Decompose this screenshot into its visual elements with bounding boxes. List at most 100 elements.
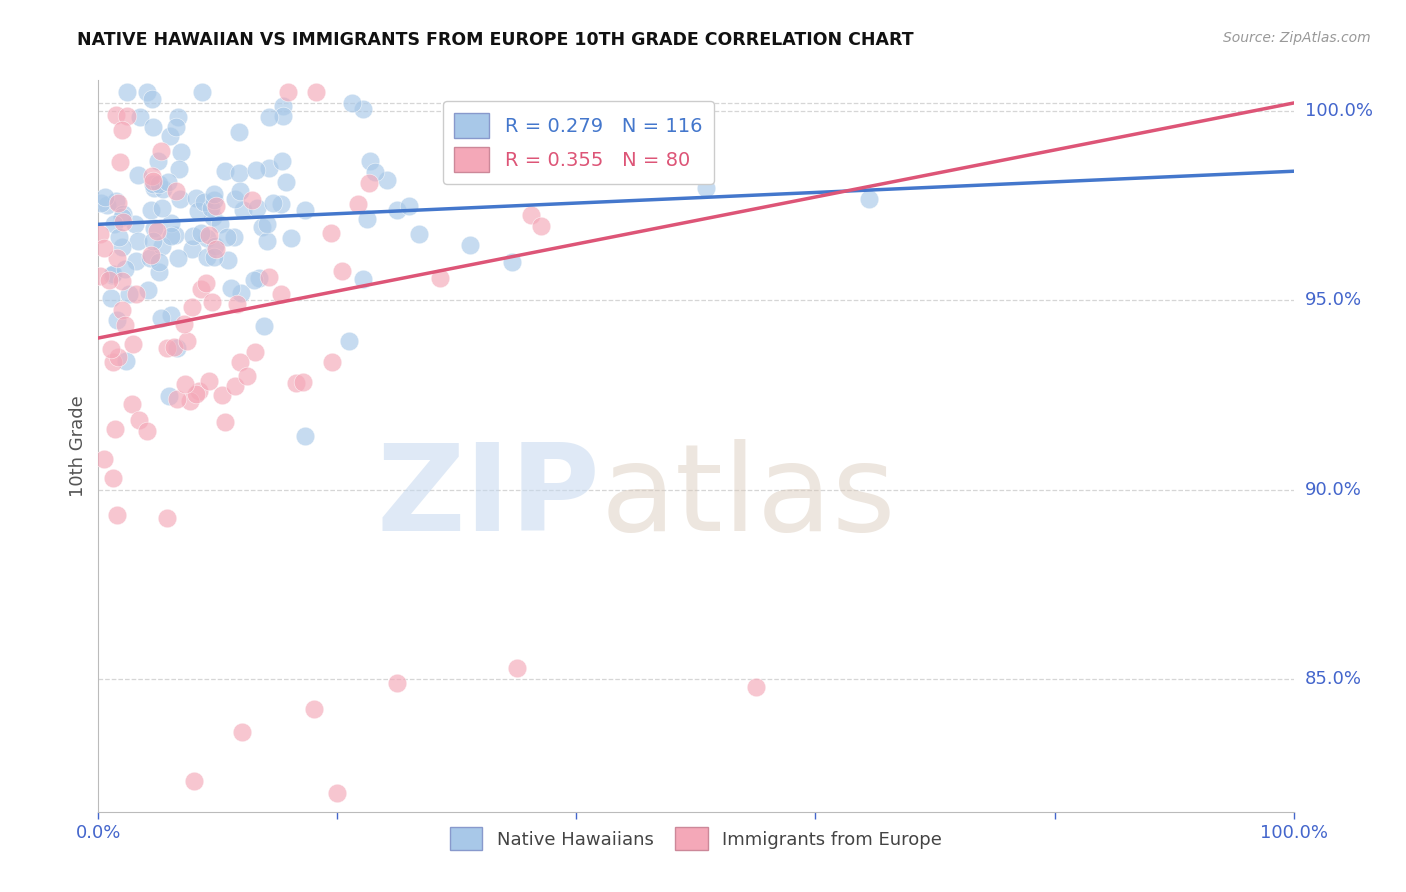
Point [193, 195, 215, 210]
Point [240, 194, 263, 208]
Point [142, 120, 165, 134]
Point [150, 144, 173, 158]
Point [200, 201, 222, 215]
Point [294, 428, 316, 442]
Point [156, 341, 179, 355]
Point [228, 355, 250, 369]
Point [339, 334, 361, 348]
Point [141, 92, 163, 106]
Point [352, 102, 374, 116]
Point [135, 85, 157, 99]
Point [190, 282, 212, 296]
Point [145, 224, 167, 238]
Point [195, 277, 218, 291]
Text: 100.0%: 100.0% [1305, 102, 1372, 120]
Point [150, 311, 173, 326]
Point [112, 207, 135, 221]
Point [107, 230, 129, 244]
Point [101, 268, 124, 283]
Point [214, 416, 236, 430]
Point [118, 287, 141, 301]
Point [148, 177, 170, 191]
Point [224, 379, 246, 393]
Point [219, 281, 242, 295]
Point [232, 202, 254, 217]
Point [115, 109, 138, 123]
Text: 90.0%: 90.0% [1305, 481, 1361, 499]
Point [115, 354, 138, 368]
Point [231, 285, 253, 300]
Point [195, 231, 218, 245]
Point [148, 265, 170, 279]
Text: Source: ZipAtlas.com: Source: ZipAtlas.com [1223, 31, 1371, 45]
Point [127, 234, 149, 248]
Point [90, 196, 112, 211]
Point [184, 386, 207, 401]
Point [183, 774, 205, 789]
Point [385, 202, 408, 217]
Point [198, 228, 221, 243]
Point [346, 197, 368, 211]
Point [173, 317, 195, 331]
Point [157, 175, 180, 189]
Point [321, 355, 343, 369]
Point [111, 123, 134, 137]
Point [179, 393, 201, 408]
Point [127, 168, 149, 182]
Point [111, 239, 134, 253]
Point [458, 238, 481, 252]
Point [256, 234, 278, 248]
Point [263, 195, 285, 210]
Point [139, 248, 162, 262]
Point [190, 85, 212, 99]
Point [202, 210, 225, 224]
Point [190, 226, 212, 240]
Point [217, 253, 239, 268]
Point [167, 161, 190, 176]
Point [167, 110, 190, 124]
Point [294, 202, 316, 217]
Point [429, 270, 451, 285]
Point [302, 702, 325, 716]
Point [257, 110, 280, 124]
Point [169, 192, 191, 206]
Point [105, 251, 128, 265]
Point [501, 255, 523, 269]
Text: 95.0%: 95.0% [1305, 291, 1362, 310]
Point [224, 192, 246, 206]
Point [146, 153, 169, 168]
Point [188, 384, 211, 399]
Point [89, 269, 111, 284]
Point [246, 201, 269, 215]
Point [155, 511, 177, 525]
Point [259, 161, 281, 175]
Point [111, 210, 134, 224]
Point [105, 508, 128, 523]
Point [128, 110, 150, 124]
Text: ZIP: ZIP [377, 439, 600, 556]
Point [201, 294, 224, 309]
Point [184, 191, 207, 205]
Point [141, 169, 163, 183]
Point [271, 109, 294, 123]
Point [181, 301, 204, 315]
Point [135, 424, 157, 438]
Point [305, 85, 328, 99]
Point [654, 163, 676, 178]
Point [252, 219, 274, 234]
Point [121, 337, 143, 351]
Point [195, 250, 218, 264]
Point [205, 199, 228, 213]
Point [150, 201, 173, 215]
Point [245, 163, 267, 178]
Point [104, 107, 127, 121]
Point [176, 334, 198, 348]
Point [159, 129, 181, 144]
Point [111, 302, 134, 317]
Text: NATIVE HAWAIIAN VS IMMIGRANTS FROM EUROPE 10TH GRADE CORRELATION CHART: NATIVE HAWAIIAN VS IMMIGRANTS FROM EUROP… [77, 31, 914, 49]
Point [217, 230, 239, 244]
Point [139, 251, 162, 265]
Point [257, 269, 280, 284]
Point [157, 388, 180, 402]
Point [202, 250, 225, 264]
